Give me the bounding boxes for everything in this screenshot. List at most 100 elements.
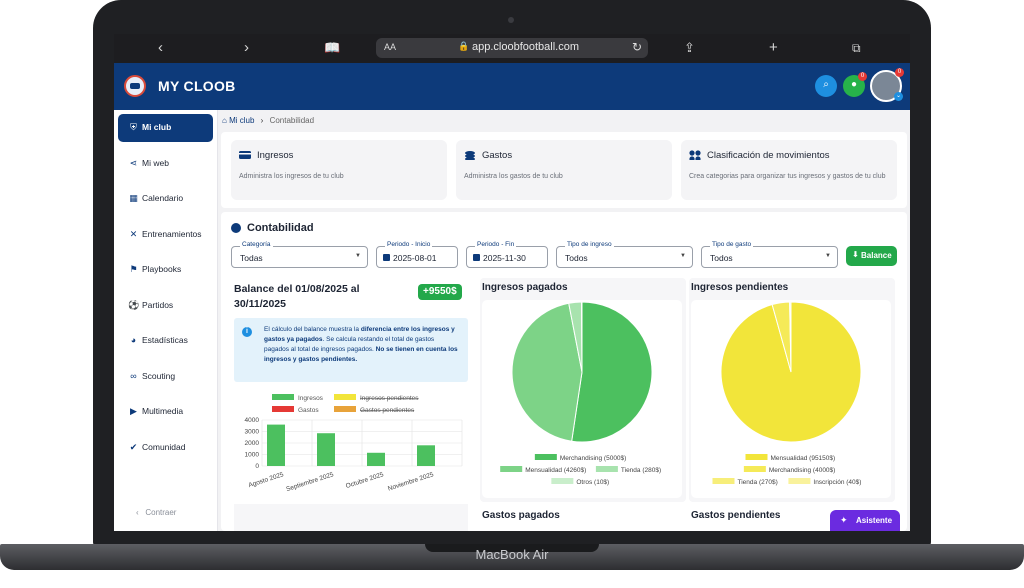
sidebar: ⛨ Mi club ⋖ Mi web ▦ Calendario ✕ Entren… bbox=[114, 110, 218, 531]
chat-badge: 0 bbox=[858, 72, 867, 81]
sidebar-item-label: Partidos bbox=[142, 300, 174, 310]
bookmarks-icon[interactable]: 📖 bbox=[324, 40, 341, 55]
legend-swatch bbox=[595, 466, 618, 472]
binoculars-icon: ∞ bbox=[130, 371, 137, 381]
breadcrumb-home-link[interactable]: Mi club bbox=[229, 116, 255, 125]
reload-icon[interactable]: ↻ bbox=[632, 40, 643, 54]
calendar-icon bbox=[473, 254, 480, 261]
field-label: Periodo - Inicio bbox=[385, 241, 433, 248]
sidebar-item-comunidad[interactable]: ✔ Comunidad bbox=[118, 434, 213, 462]
tabs-icon[interactable]: ⧉ bbox=[852, 41, 861, 55]
y-tick-label: 3000 bbox=[245, 429, 260, 436]
balance-column: Balance del 01/08/2025 al 30/11/2025 +95… bbox=[228, 278, 470, 531]
chevron-left-icon: ‹ bbox=[136, 508, 139, 517]
collapse-sidebar-button[interactable]: ‹ Contraer bbox=[136, 508, 176, 517]
bar bbox=[417, 445, 435, 466]
bar bbox=[267, 424, 285, 466]
accounting-panel: Contabilidad Categoría Todas ▼ Periodo -… bbox=[221, 212, 907, 531]
sidebar-item-mi-club[interactable]: ⛨ Mi club bbox=[118, 114, 213, 142]
wallet-icon bbox=[239, 151, 251, 159]
caret-down-icon: ▼ bbox=[825, 253, 831, 259]
sidebar-item-entrenamientos[interactable]: ✕ Entrenamientos bbox=[118, 221, 213, 249]
card-ingresos[interactable]: Ingresos Administra los ingresos de tu c… bbox=[231, 140, 447, 200]
breadcrumb-current: Contabilidad bbox=[269, 116, 315, 125]
sidebar-item-scouting[interactable]: ∞ Scouting bbox=[118, 363, 213, 391]
sidebar-item-label: Multimedia bbox=[142, 406, 184, 416]
legend-swatch bbox=[334, 406, 356, 412]
balance-info-box: i El cálculo del balance muestra la dife… bbox=[234, 318, 468, 382]
card-title: Ingresos bbox=[257, 150, 294, 161]
sidebar-item-playbooks[interactable]: ⚑ Playbooks bbox=[118, 256, 213, 284]
card-title: Gastos bbox=[482, 150, 513, 161]
coins-icon bbox=[465, 151, 475, 160]
laptop-brand: MacBook Air bbox=[475, 547, 549, 562]
income-type-select[interactable]: Tipo de ingreso Todos ▼ bbox=[556, 241, 693, 268]
field-label: Categoría bbox=[240, 241, 273, 248]
chat-button[interactable]: ● 0 bbox=[843, 72, 867, 97]
x-tick-label: Septiembre 2025 bbox=[285, 471, 335, 493]
category-select[interactable]: Categoría Todas ▼ bbox=[231, 241, 368, 268]
start-date-field[interactable]: Periodo - Inicio 2025-08-01 bbox=[376, 241, 458, 268]
card-clasificacion[interactable]: Clasificación de movimientos Crea catego… bbox=[681, 140, 897, 200]
x-tick-label: Octubre 2025 bbox=[345, 471, 385, 490]
sidebar-item-mi-web[interactable]: ⋖ Mi web bbox=[118, 150, 213, 178]
legend-swatch bbox=[788, 478, 811, 484]
app-title: MY CLOOB bbox=[158, 78, 236, 94]
sidebar-item-label: Estadísticas bbox=[142, 335, 188, 345]
legend-label: Otros (10$) bbox=[576, 479, 609, 486]
screen: ‹ › 📖 AA 🔒 app.cloobfootball.com ↻ ⇪ + ⧉… bbox=[114, 34, 910, 531]
expense-type-select[interactable]: Tipo de gasto Todos ▼ bbox=[701, 241, 838, 268]
field-label: Periodo - Fin bbox=[475, 241, 517, 248]
back-icon[interactable]: ‹ bbox=[158, 39, 163, 56]
pie-chart-svg: Mensualidad (95150$) Merchandising (4000$… bbox=[712, 301, 862, 486]
card-gastos[interactable]: Gastos Administra los gastos de tu club bbox=[456, 140, 672, 200]
search-button[interactable]: ⌕ bbox=[815, 75, 837, 97]
share-icon[interactable]: ⇪ bbox=[684, 40, 695, 55]
legend-swatch bbox=[712, 478, 735, 484]
ball-icon: ⚽ bbox=[128, 300, 140, 310]
sidebar-item-calendario[interactable]: ▦ Calendario bbox=[118, 185, 213, 213]
sidebar-item-partidos[interactable]: ⚽ Partidos bbox=[118, 292, 213, 320]
sidebar-item-multimedia[interactable]: ▶ Multimedia bbox=[118, 398, 213, 426]
card-description: Administra los ingresos de tu club bbox=[239, 173, 344, 180]
legend-label: Gastos bbox=[298, 407, 319, 414]
legend-label: Ingresos bbox=[298, 395, 324, 402]
reader-aa[interactable]: AA bbox=[384, 42, 397, 52]
x-tick-label: Noviembre 2025 bbox=[387, 471, 435, 493]
tactics-icon: ✕ bbox=[129, 229, 138, 239]
caret-down-icon: ▼ bbox=[355, 253, 361, 259]
forward-icon[interactable]: › bbox=[244, 39, 249, 56]
section-title-gastos-pendientes: Gastos pendientes bbox=[691, 510, 781, 521]
y-tick-label: 0 bbox=[255, 463, 259, 470]
assistant-button[interactable]: ✦ Asistente bbox=[830, 510, 900, 531]
laptop-notch bbox=[425, 544, 599, 552]
calendar-icon: ▦ bbox=[129, 193, 138, 203]
sidebar-item-estadisticas[interactable]: ◕ Estadísticas bbox=[118, 327, 213, 355]
legend-label: Mensualidad (95150$) bbox=[771, 455, 836, 462]
section-title-gastos-pagados: Gastos pagados bbox=[482, 510, 560, 521]
info-text-bold: diferencia entre los ingresos y gastos y… bbox=[264, 326, 455, 343]
field-value: Todas bbox=[240, 253, 263, 263]
new-tab-icon[interactable]: + bbox=[769, 39, 778, 56]
section-title: Contabilidad bbox=[247, 222, 314, 234]
address-bar[interactable]: AA 🔒 app.cloobfootball.com ↻ bbox=[376, 38, 648, 58]
user-avatar[interactable]: 0 ⌄ bbox=[870, 68, 904, 102]
end-date-field[interactable]: Periodo - Fin 2025-11-30 bbox=[466, 241, 548, 268]
legend-swatch bbox=[272, 394, 294, 400]
pie-slice bbox=[571, 301, 653, 443]
pie-title: Ingresos pagados bbox=[482, 282, 568, 293]
url-text[interactable]: app.cloobfootball.com bbox=[472, 41, 580, 53]
income-paid-chart: Merchandising (5000$) Mensualidad (4260$)… bbox=[482, 300, 682, 498]
info-icon: i bbox=[242, 327, 252, 337]
sidebar-item-label: Entrenamientos bbox=[142, 229, 202, 239]
search-icon: ⌕ bbox=[823, 79, 829, 90]
grid-icon bbox=[689, 150, 701, 160]
browser-toolbar: ‹ › 📖 AA 🔒 app.cloobfootball.com ↻ ⇪ + ⧉ bbox=[114, 34, 910, 63]
sidebar-item-label: Mi club bbox=[142, 122, 172, 132]
pie-icon: ◕ bbox=[130, 335, 137, 345]
app-header: MY CLOOB ⌕ ● 0 0 ⌄ bbox=[114, 63, 910, 110]
balance-button[interactable]: ⬇ Balance bbox=[846, 246, 897, 266]
home-icon: ⌂ bbox=[222, 116, 227, 125]
club-logo[interactable] bbox=[124, 75, 146, 97]
field-label: Tipo de ingreso bbox=[565, 241, 614, 248]
